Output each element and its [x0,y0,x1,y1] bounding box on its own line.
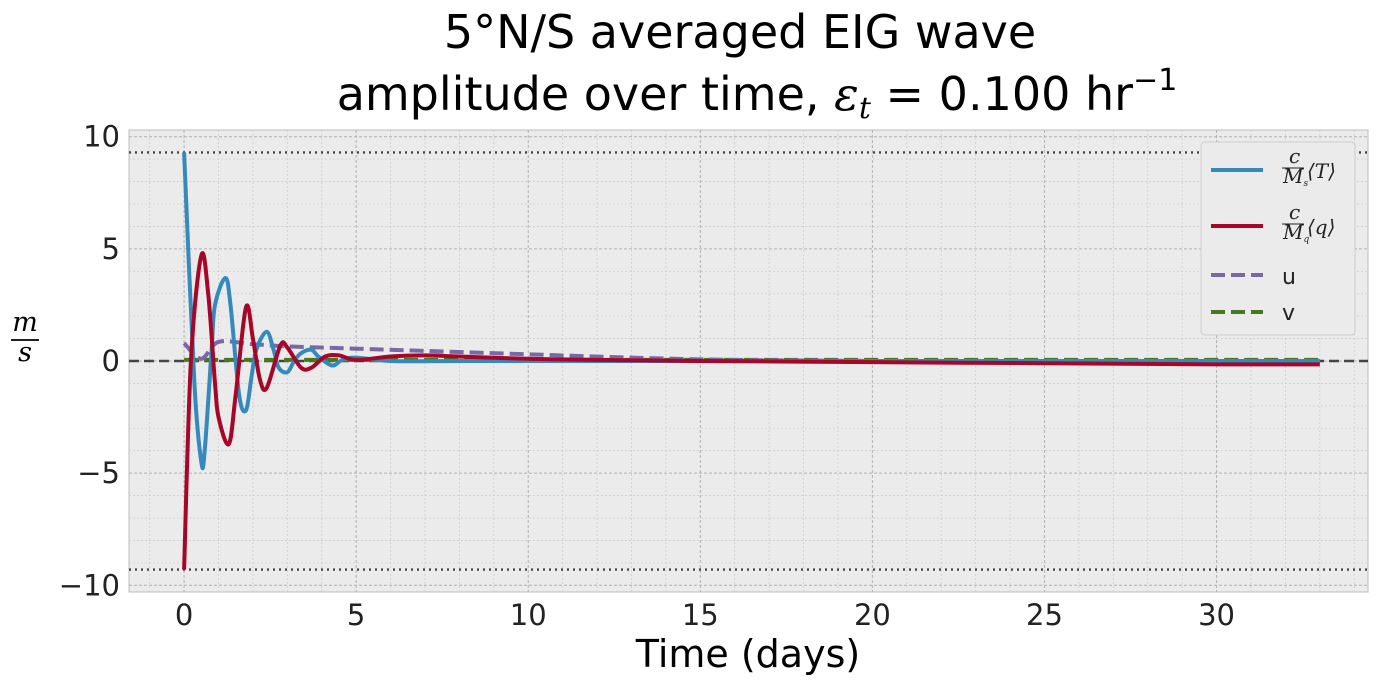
legend: c Ms ⟨T⟩ c Mq ⟨q⟩ u v [1200,141,1356,336]
legend-item-u: u [1211,265,1296,290]
legend-T-num: c [1289,144,1300,168]
legend-q-num: c [1289,200,1300,224]
y-axis-label: m s [11,307,39,368]
x-tick-labels: 0 5 10 15 20 25 30 [175,598,1235,632]
x-tick-label: 0 [175,598,193,632]
x-tick-label: 10 [510,598,547,632]
title-epsilon-subscript: t [859,91,872,126]
legend-item-v: v [1211,301,1295,326]
y-axis-label-denominator: s [18,337,32,368]
legend-item-T: c Ms ⟨T⟩ [1211,144,1336,189]
x-tick-label: 30 [1198,598,1235,632]
y-tick-label: −5 [77,456,120,490]
y-tick-label: 0 [102,344,120,378]
x-axis-label: Time (days) [635,632,860,676]
y-tick-label: 10 [83,120,120,154]
chart-title-line1: 5°N/S averaged EIG wave [444,5,1036,59]
legend-T-term: ⟨T⟩ [1307,159,1336,183]
series-line-cmqq [182,251,1320,570]
x-tick-label: 20 [854,598,891,632]
x-tick-label: 25 [1026,598,1063,632]
legend-q-term: ⟨q⟩ [1307,215,1335,239]
title-epsilon: ε [834,67,859,121]
series-group [182,152,1320,570]
grid [129,130,1368,592]
legend-item-q: c Mq ⟨q⟩ [1211,200,1335,245]
title-prefix: amplitude over time, [337,67,834,121]
y-axis-label-numerator: m [12,307,38,338]
chart-title-line2: amplitude over time, εt = 0.100 hr−1 [337,63,1178,126]
title-exponent: −1 [1133,63,1177,98]
x-tick-label: 5 [347,598,365,632]
x-tick-label: 15 [682,598,719,632]
legend-q-den: Mq [1282,220,1309,245]
legend-v-label: v [1282,301,1295,326]
legend-u-label: u [1282,265,1296,290]
y-tick-label: 5 [102,232,120,266]
legend-T-den: Ms [1282,164,1308,189]
y-tick-labels: −10 −5 0 5 10 [59,120,120,603]
legend-box [1200,141,1356,336]
title-suffix: = 0.100 hr [871,67,1133,121]
y-tick-label: −10 [59,568,120,602]
